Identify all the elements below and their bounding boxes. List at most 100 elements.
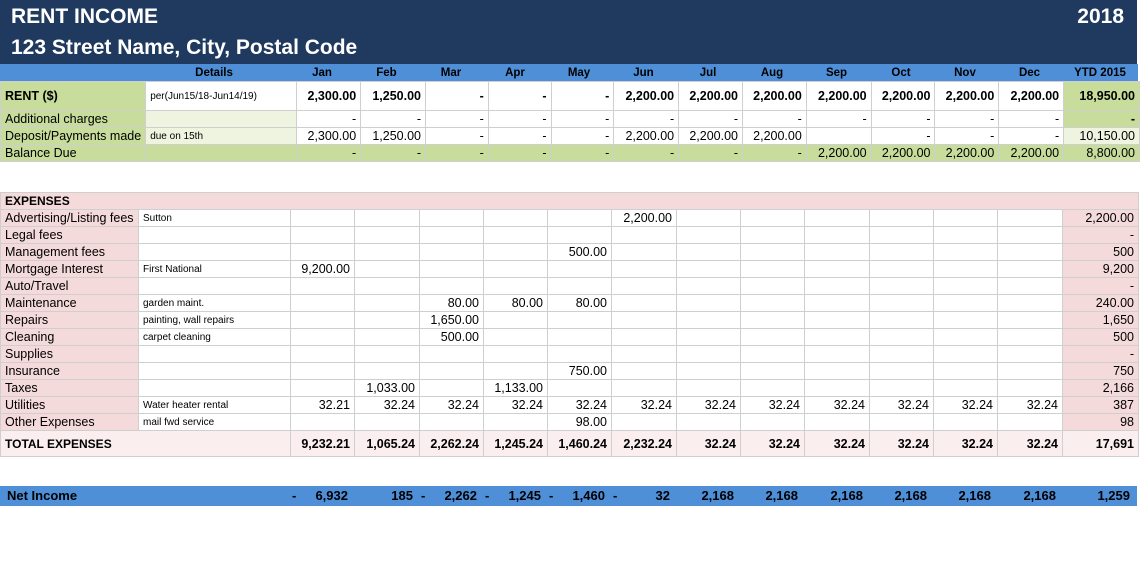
net-income-oct[interactable]: 2,168	[894, 488, 927, 503]
cell-nov[interactable]: -	[934, 127, 1000, 145]
cell-jun[interactable]	[611, 345, 677, 363]
cell-nov[interactable]	[933, 226, 998, 244]
cell-nov[interactable]: 32.24	[933, 430, 998, 457]
cell-dec[interactable]	[997, 345, 1063, 363]
cell-ytd[interactable]: 10,150.00	[1063, 127, 1140, 145]
cell-sep[interactable]	[804, 209, 870, 227]
cell-jan[interactable]	[290, 294, 355, 312]
cell-may[interactable]	[547, 379, 612, 397]
cell-dec[interactable]: 32.24	[997, 430, 1063, 457]
cell-may[interactable]: 750.00	[547, 362, 612, 380]
cell-apr[interactable]	[483, 328, 548, 346]
expense-details[interactable]: carpet cleaning	[138, 328, 291, 346]
cell-oct[interactable]: 2,200.00	[870, 144, 936, 162]
cell-apr[interactable]	[483, 277, 548, 295]
cell-sep[interactable]	[804, 413, 870, 431]
cell-jan[interactable]	[290, 362, 355, 380]
cell-ytd[interactable]: 500	[1062, 328, 1139, 346]
cell-jan[interactable]	[290, 379, 355, 397]
net-income-mar[interactable]: 2,262	[444, 488, 477, 503]
cell-apr[interactable]	[483, 311, 548, 329]
cell-sep[interactable]: 32.24	[804, 396, 870, 414]
cell-aug[interactable]	[740, 277, 805, 295]
cell-dec[interactable]: 2,200.00	[998, 144, 1065, 162]
cell-mar[interactable]	[419, 243, 484, 261]
cell-feb[interactable]: 1,250.00	[360, 81, 426, 111]
cell-feb[interactable]: 1,065.24	[354, 430, 420, 457]
cell-mar[interactable]: -	[424, 127, 489, 145]
header-label-blank[interactable]	[0, 64, 138, 81]
expense-label[interactable]: Supplies	[0, 345, 139, 363]
header-jun[interactable]: Jun	[611, 64, 676, 81]
net-income-sep[interactable]: 2,168	[830, 488, 863, 503]
row-details[interactable]	[145, 110, 298, 128]
net-income-jul[interactable]: 2,168	[701, 488, 734, 503]
expense-label[interactable]: Taxes	[0, 379, 139, 397]
cell-mar[interactable]: 32.24	[419, 396, 484, 414]
row-label[interactable]: Additional charges	[0, 110, 147, 128]
header-apr[interactable]: Apr	[483, 64, 547, 81]
cell-dec[interactable]	[997, 379, 1063, 397]
cell-jun[interactable]: 2,232.24	[611, 430, 677, 457]
cell-apr[interactable]: -	[487, 81, 552, 111]
cell-oct[interactable]: 32.24	[869, 396, 934, 414]
cell-jan[interactable]	[290, 345, 355, 363]
cell-jun[interactable]: -	[613, 110, 680, 128]
cell-may[interactable]: -	[550, 81, 615, 111]
expense-label[interactable]: Mortgage Interest	[0, 260, 139, 278]
cell-oct[interactable]	[869, 226, 934, 244]
cell-jan[interactable]: 32.21	[290, 396, 355, 414]
cell-nov[interactable]	[933, 413, 998, 431]
cell-sep[interactable]: 2,200.00	[805, 144, 872, 162]
cell-jun[interactable]	[611, 413, 677, 431]
cell-jan[interactable]	[290, 209, 355, 227]
cell-jan[interactable]: 9,232.21	[290, 430, 355, 457]
cell-oct[interactable]: -	[870, 110, 936, 128]
cell-jun[interactable]	[611, 311, 677, 329]
cell-may[interactable]	[547, 226, 612, 244]
cell-apr[interactable]: -	[487, 144, 552, 162]
cell-sep[interactable]	[804, 243, 870, 261]
header-jul[interactable]: Jul	[676, 64, 740, 81]
cell-ytd[interactable]: 387	[1062, 396, 1139, 414]
row-label[interactable]: Balance Due	[0, 144, 147, 162]
cell-nov[interactable]	[933, 345, 998, 363]
cell-nov[interactable]	[933, 311, 998, 329]
cell-jun[interactable]	[611, 243, 677, 261]
cell-sep[interactable]	[804, 226, 870, 244]
cell-aug[interactable]	[740, 209, 805, 227]
cell-oct[interactable]	[869, 379, 934, 397]
cell-nov[interactable]: -	[934, 110, 1000, 128]
net-income-nov[interactable]: 2,168	[958, 488, 991, 503]
cell-may[interactable]	[547, 260, 612, 278]
total-expenses-label[interactable]: TOTAL EXPENSES	[0, 430, 291, 457]
cell-feb[interactable]	[354, 260, 420, 278]
cell-feb[interactable]: 1,250.00	[360, 127, 426, 145]
header-details[interactable]: Details	[138, 64, 290, 81]
cell-ytd[interactable]: 240.00	[1062, 294, 1139, 312]
cell-ytd[interactable]: 8,800.00	[1063, 144, 1140, 162]
cell-feb[interactable]	[354, 209, 420, 227]
expense-details[interactable]: First National	[138, 260, 291, 278]
cell-nov[interactable]	[933, 243, 998, 261]
cell-may[interactable]: -	[550, 144, 615, 162]
header-may[interactable]: May	[547, 64, 611, 81]
cell-jul[interactable]	[676, 294, 741, 312]
cell-ytd[interactable]: -	[1062, 345, 1139, 363]
cell-jul[interactable]	[676, 311, 741, 329]
cell-aug[interactable]	[740, 379, 805, 397]
cell-jul[interactable]: 2,200.00	[678, 81, 743, 111]
cell-jun[interactable]	[611, 294, 677, 312]
cell-mar[interactable]: 2,262.24	[419, 430, 484, 457]
cell-jun[interactable]	[611, 226, 677, 244]
cell-jan[interactable]	[290, 277, 355, 295]
spacer-cell[interactable]	[0, 161, 1140, 190]
cell-jun[interactable]: 32.24	[611, 396, 677, 414]
cell-oct[interactable]	[869, 209, 934, 227]
net-income-apr[interactable]: 1,245	[508, 488, 541, 503]
cell-nov[interactable]: 32.24	[933, 396, 998, 414]
cell-aug[interactable]	[740, 243, 805, 261]
cell-sep[interactable]	[804, 345, 870, 363]
cell-dec[interactable]: -	[998, 127, 1065, 145]
cell-ytd[interactable]: -	[1062, 226, 1139, 244]
